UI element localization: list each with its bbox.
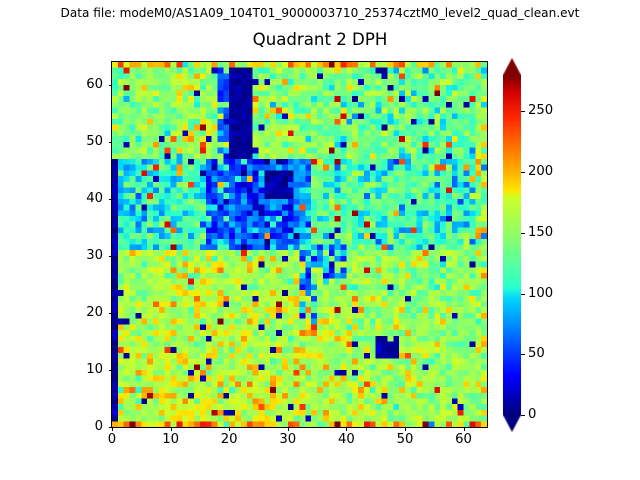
y-tick-mark — [108, 255, 112, 257]
heatmap-axes[interactable]: 0 10 20 30 40 50 60 0 10 20 30 40 50 60 — [86, 61, 488, 447]
colorbar-tick-mark — [521, 232, 525, 234]
colorbar-tick-mark — [521, 415, 525, 416]
x-tick-label: 10 — [162, 432, 179, 447]
y-tick-label: 0 — [94, 419, 103, 434]
y-tick-mark — [108, 141, 112, 143]
y-tick-label: 50 — [86, 133, 103, 149]
x-tick-label: 50 — [396, 432, 414, 447]
colorbar-tick-label: 150 — [528, 224, 554, 240]
data-file-label: Data file: modeM0/AS1A09_104T01_90000037… — [60, 6, 580, 20]
colorbar-tick-mark — [521, 111, 525, 113]
y-tick-mark — [108, 427, 112, 428]
colorbar-tick-label: 200 — [528, 164, 554, 180]
colorbar-tick-mark — [521, 354, 525, 356]
y-tick-mark — [108, 312, 112, 314]
colorbar-tick-label: 50 — [528, 346, 545, 362]
x-tick-mark — [112, 427, 113, 431]
y-tick-label: 10 — [86, 361, 103, 377]
colorbar-gradient — [503, 58, 521, 432]
x-tick-label: 40 — [337, 432, 355, 447]
x-tick-label: 60 — [455, 432, 472, 447]
dph-heatmap-image[interactable] — [112, 62, 487, 427]
x-tick-label: 0 — [107, 432, 117, 447]
page-title: Quadrant 2 DPH — [252, 30, 388, 49]
x-tick-mark — [463, 427, 465, 431]
y-tick-label: 40 — [86, 190, 103, 206]
y-tick-mark — [108, 84, 112, 86]
x-tick-label: 30 — [279, 432, 297, 447]
colorbar-tick-mark — [521, 293, 525, 295]
x-tick-label: 20 — [220, 432, 238, 447]
axes-spine-left — [111, 61, 112, 428]
y-tick-label: 30 — [86, 247, 103, 263]
axes-spine-bottom — [111, 427, 488, 428]
axes-spine-right — [487, 61, 488, 428]
axes-spine-top — [111, 61, 488, 62]
y-tick-label: 60 — [86, 76, 103, 92]
x-tick-mark — [346, 427, 348, 431]
y-tick-label: 20 — [86, 304, 103, 320]
colorbar-tick-mark — [521, 172, 525, 174]
colorbar[interactable]: 0 50 100 150 200 250 — [503, 58, 595, 434]
x-tick-mark — [404, 427, 406, 431]
colorbar-tick-label: 250 — [528, 103, 554, 119]
x-tick-mark — [170, 427, 172, 431]
x-tick-mark — [287, 427, 289, 431]
colorbar-tick-label: 100 — [528, 285, 554, 301]
y-tick-mark — [108, 198, 112, 200]
x-tick-mark — [229, 427, 231, 431]
colorbar-tick-label: 0 — [528, 407, 537, 422]
y-tick-mark — [108, 369, 112, 371]
